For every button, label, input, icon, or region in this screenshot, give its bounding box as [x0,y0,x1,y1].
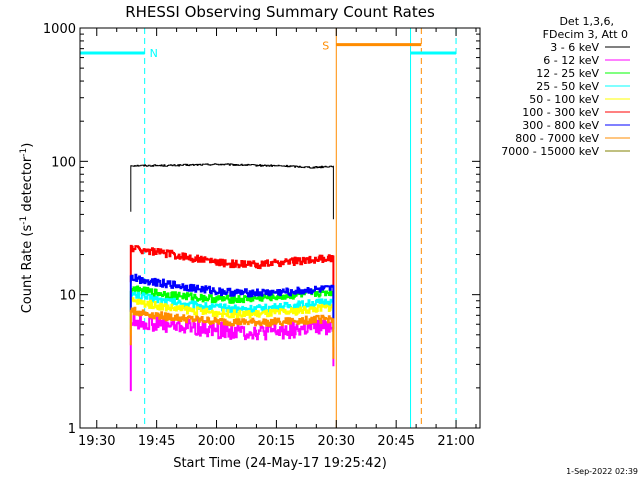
flag-label-n: N [150,47,158,60]
chart-title: RHESSI Observing Summary Count Rates [125,3,435,21]
x-tick-label-0: 19:30 [78,434,115,449]
legend-label-6: 300 - 800 keV [522,119,599,132]
legend-label-5: 100 - 300 keV [522,106,599,119]
legend-label-0: 3 - 6 keV [550,41,599,54]
x-tick-label-5: 20:45 [377,434,414,449]
legend-label-2: 12 - 25 keV [536,67,599,80]
footer-timestamp: 1-Sep-2022 02:39 [566,467,638,476]
x-tick-label-4: 20:30 [318,434,355,449]
series-line-5 [129,244,335,299]
series-line-6 [129,273,335,330]
series-layer [129,163,335,392]
x-tick-label-6: 21:00 [437,434,474,449]
legend-label-3: 25 - 50 keV [536,80,599,93]
y-axis-title-mid: detector [20,156,35,216]
legend-header-line-1: Det 1,3,6, [559,15,614,28]
y-axis-title: Count Rate (s-1 detector-1) [19,143,35,314]
x-tick-label-1: 19:45 [138,434,175,449]
y-axis-title-main: Count Rate (s [20,225,35,314]
y-tick-label-3: 1000 [43,22,76,37]
y-tick-label-0: 1 [68,422,76,437]
flags-layer: NS [79,28,457,428]
x-axis-title: Start Time (24-May-17 19:25:42) [173,456,387,471]
x-tick-label-3: 20:15 [258,434,295,449]
legend-label-4: 50 - 100 keV [529,93,599,106]
plot-frame [79,27,481,429]
y-axis-title-sup2: -1 [19,148,29,157]
axes-layer: 19:30 19:45 20:00 20:15 20:30 20:45 21:00 1 10 10… [43,22,480,449]
series-line-7 [129,306,335,359]
series-line-0 [130,163,334,220]
y-tick-label-2: 100 [51,155,76,170]
flag-label-s: S [322,40,329,53]
legend-label-7: 800 - 7000 keV [515,132,599,145]
y-tick-label-1: 10 [59,289,76,304]
y-axis-title-sup1: -1 [19,216,29,225]
legend-label-8: 7000 - 15000 keV [501,145,599,158]
legend-label-1: 6 - 12 keV [543,54,599,67]
legend-header-line-2: FDecim 3, Att 0 [543,28,628,41]
x-tick-label-2: 20:00 [198,434,235,449]
y-axis-title-end: ) [20,143,35,148]
series-line-4 [129,296,335,347]
